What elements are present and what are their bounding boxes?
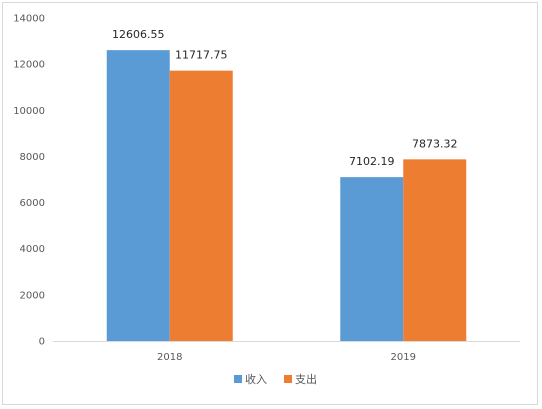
- y-tick-label: 2000: [20, 290, 45, 301]
- bar-2018-expense: [169, 70, 233, 341]
- x-tick-label: 2018: [157, 352, 182, 363]
- data-label: 11717.75: [175, 49, 228, 62]
- x-axis-ticks: 2018 2019: [157, 352, 416, 363]
- data-label: 7102.19: [349, 155, 395, 168]
- bar-2019-expense: [403, 159, 467, 341]
- legend-label: 收入: [245, 372, 267, 386]
- y-tick-label: 0: [39, 337, 45, 348]
- legend-swatch: [234, 375, 242, 383]
- data-label: 7873.32: [412, 137, 458, 150]
- bars: [106, 50, 467, 341]
- x-tick-label: 2019: [391, 352, 416, 363]
- y-tick-label: 14000: [13, 14, 45, 25]
- data-labels: 12606.55 11717.75 7102.19 7873.32: [112, 28, 458, 168]
- legend-swatch: [284, 375, 292, 383]
- y-tick-label: 12000: [13, 60, 45, 71]
- y-tick-label: 6000: [20, 198, 45, 209]
- legend-label: 支出: [295, 372, 317, 386]
- legend: 收入 支出: [234, 372, 317, 386]
- y-tick-label: 8000: [20, 152, 45, 163]
- bar-2018-income: [106, 50, 170, 341]
- y-tick-label: 4000: [20, 244, 45, 255]
- y-axis-ticks: 0 2000 4000 6000 8000 10000 12000 14000: [13, 14, 45, 348]
- y-tick-label: 10000: [13, 106, 45, 117]
- data-label: 12606.55: [112, 28, 165, 41]
- bar-2019-income: [340, 177, 404, 341]
